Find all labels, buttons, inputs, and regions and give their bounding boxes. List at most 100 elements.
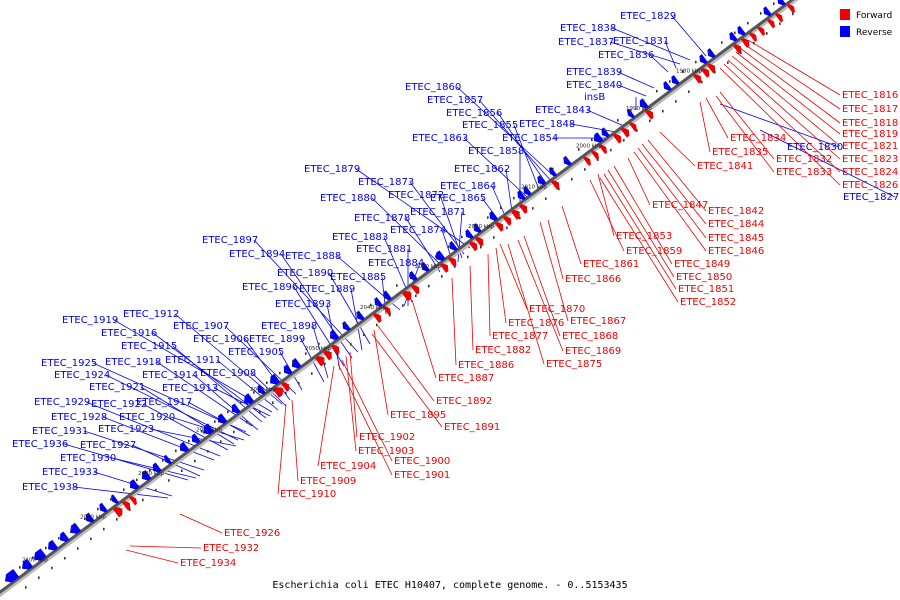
reverse-gene-label[interactable]: ETEC_1885 [330,272,386,283]
reverse-gene-label[interactable]: ETEC_1865 [430,193,486,204]
forward-gene-label[interactable]: ETEC_1870 [529,304,585,315]
reverse-gene-label[interactable]: ETEC_1830 [787,142,843,153]
reverse-gene-label[interactable]: ETEC_1856 [446,108,502,119]
forward-gene-label[interactable]: ETEC_1909 [300,476,356,487]
forward-gene-label[interactable]: ETEC_1861 [583,259,639,270]
reverse-gene-label[interactable]: ETEC_1913 [162,383,218,394]
reverse-gene-label[interactable]: ETEC_1911 [165,355,221,366]
reverse-gene-label[interactable]: ETEC_1922 [91,399,147,410]
reverse-gene-label[interactable]: ETEC_1839 [566,67,622,78]
forward-gene-label[interactable]: ETEC_1859 [626,246,682,257]
forward-gene-label[interactable]: ETEC_1895 [390,410,446,421]
forward-gene-label[interactable]: ETEC_1821 [842,141,898,152]
reverse-gene-label[interactable]: ETEC_1897 [202,235,258,246]
reverse-gene-label[interactable]: ETEC_1831 [613,36,669,47]
reverse-gene-label[interactable]: ETEC_1855 [462,120,518,131]
reverse-gene-label[interactable]: ETEC_1896 [242,282,298,293]
forward-gene-label[interactable]: ETEC_1852 [680,297,736,308]
reverse-gene-label[interactable]: insB [584,92,605,103]
reverse-gene-label[interactable]: ETEC_1938 [22,482,78,493]
reverse-gene-label[interactable]: ETEC_1917 [136,397,192,408]
reverse-gene-label[interactable]: ETEC_1920 [119,412,175,423]
reverse-gene-label[interactable]: ETEC_1915 [121,341,177,352]
reverse-gene-label[interactable]: ETEC_1858 [468,146,524,157]
reverse-gene-label[interactable]: ETEC_1864 [440,181,496,192]
forward-gene-label[interactable]: ETEC_1832 [776,154,832,165]
forward-gene-label[interactable]: ETEC_1834 [730,133,786,144]
reverse-gene-label[interactable]: ETEC_1905 [228,347,284,358]
reverse-gene-label[interactable]: ETEC_1925 [41,358,97,369]
forward-gene-label[interactable]: ETEC_1875 [546,359,602,370]
forward-gene-label[interactable]: ETEC_1900 [394,456,450,467]
reverse-gene-label[interactable]: ETEC_1921 [89,382,145,393]
forward-gene-label[interactable]: ETEC_1824 [842,167,898,178]
reverse-gene-label[interactable]: ETEC_1927 [80,440,136,451]
reverse-gene-label[interactable]: ETEC_1893 [275,299,331,310]
forward-gene-label[interactable]: ETEC_1844 [708,219,764,230]
reverse-gene-label[interactable]: ETEC_1929 [34,397,90,408]
reverse-gene-label[interactable]: ETEC_1898 [261,321,317,332]
forward-gene-label[interactable]: ETEC_1926 [224,528,280,539]
reverse-gene-label[interactable]: ETEC_1840 [566,80,622,91]
reverse-gene-label[interactable]: ETEC_1931 [32,426,88,437]
reverse-gene-label[interactable]: ETEC_1914 [142,370,198,381]
forward-gene-label[interactable]: ETEC_1902 [359,432,415,443]
reverse-gene-label[interactable]: ETEC_1838 [560,23,616,34]
forward-gene-label[interactable]: ETEC_1850 [676,272,732,283]
reverse-gene-label[interactable]: ETEC_1878 [354,213,410,224]
forward-gene-label[interactable]: ETEC_1816 [842,90,898,101]
reverse-gene-label[interactable]: ETEC_1918 [105,357,161,368]
reverse-gene-label[interactable]: ETEC_1884 [368,258,424,269]
reverse-gene-label[interactable]: ETEC_1872 [388,190,444,201]
reverse-gene-label[interactable]: ETEC_1880 [320,193,376,204]
reverse-gene-label[interactable]: ETEC_1873 [358,177,414,188]
forward-gene-label[interactable]: ETEC_1847 [652,200,708,211]
reverse-gene-label[interactable]: ETEC_1854 [502,133,558,144]
forward-gene-label[interactable]: ETEC_1882 [475,345,531,356]
forward-gene-label[interactable]: ETEC_1853 [616,231,672,242]
reverse-gene-label[interactable]: ETEC_1837 [558,37,614,48]
reverse-gene-label[interactable]: ETEC_1890 [277,268,333,279]
forward-gene-label[interactable]: ETEC_1934 [180,558,236,569]
forward-gene-label[interactable]: ETEC_1869 [565,346,621,357]
reverse-gene-label[interactable]: ETEC_1924 [54,370,110,381]
forward-gene-label[interactable]: ETEC_1904 [320,461,376,472]
reverse-gene-label[interactable]: ETEC_1912 [123,309,179,320]
reverse-gene-label[interactable]: ETEC_1860 [405,82,461,93]
forward-gene-label[interactable]: ETEC_1932 [203,543,259,554]
forward-gene-label[interactable]: ETEC_1866 [565,274,621,285]
reverse-gene-label[interactable]: ETEC_1930 [60,453,116,464]
reverse-gene-label[interactable]: ETEC_1899 [249,334,305,345]
reverse-gene-label[interactable]: ETEC_1863 [412,133,468,144]
reverse-gene-label[interactable]: ETEC_1836 [598,50,654,61]
reverse-gene-label[interactable]: ETEC_1881 [356,244,412,255]
reverse-gene-label[interactable]: ETEC_1879 [304,164,360,175]
forward-gene-label[interactable]: ETEC_1819 [842,129,898,140]
reverse-gene-label[interactable]: ETEC_1888 [285,251,341,262]
forward-gene-label[interactable]: ETEC_1910 [280,489,336,500]
reverse-gene-label[interactable]: ETEC_1889 [299,284,355,295]
forward-gene-label[interactable]: ETEC_1868 [562,331,618,342]
reverse-gene-label[interactable]: ETEC_1857 [427,95,483,106]
reverse-gene-label[interactable]: ETEC_1874 [390,225,446,236]
reverse-gene-label[interactable]: ETEC_1908 [200,368,256,379]
forward-gene-label[interactable]: ETEC_1886 [458,360,514,371]
reverse-gene-label[interactable]: ETEC_1829 [620,11,676,22]
forward-gene-label[interactable]: ETEC_1833 [776,167,832,178]
reverse-gene-label[interactable]: ETEC_1933 [42,467,98,478]
forward-gene-label[interactable]: ETEC_1835 [712,147,768,158]
forward-gene-label[interactable]: ETEC_1876 [508,318,564,329]
forward-gene-label[interactable]: ETEC_1818 [842,118,898,129]
reverse-gene-label[interactable]: ETEC_1923 [98,424,154,435]
reverse-gene-label[interactable]: ETEC_1862 [454,164,510,175]
forward-gene-label[interactable]: ETEC_1903 [358,446,414,457]
reverse-gene-label[interactable]: ETEC_1894 [229,249,285,260]
forward-gene-label[interactable]: ETEC_1842 [708,206,764,217]
forward-gene-label[interactable]: ETEC_1817 [842,104,898,115]
forward-gene-label[interactable]: ETEC_1845 [708,233,764,244]
forward-gene-label[interactable]: ETEC_1867 [570,316,626,327]
reverse-gene-label[interactable]: ETEC_1928 [51,412,107,423]
forward-gene-label[interactable]: ETEC_1851 [678,284,734,295]
forward-gene-label[interactable]: ETEC_1823 [842,154,898,165]
reverse-gene-label[interactable]: ETEC_1936 [12,439,68,450]
